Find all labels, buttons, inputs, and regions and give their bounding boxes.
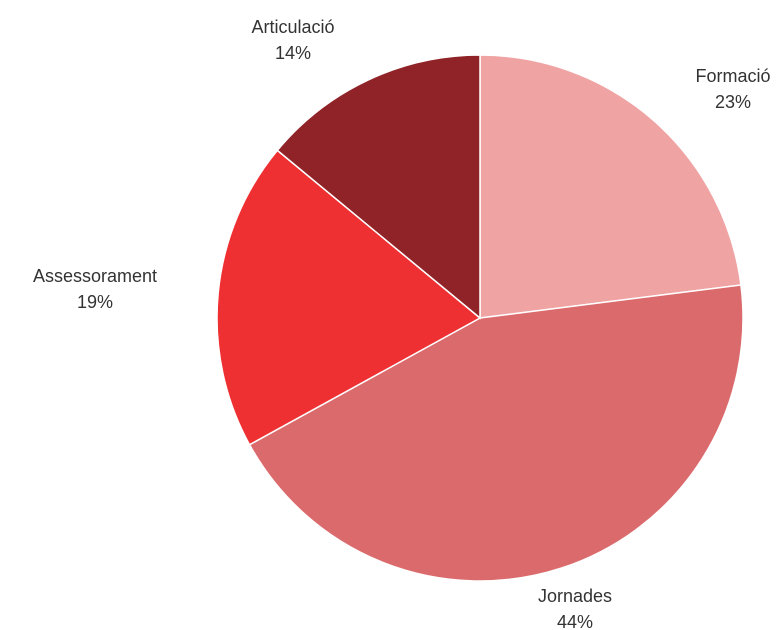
pie-slice-2 — [216, 149, 482, 446]
slice-label-0: Formació — [695, 66, 770, 86]
pie-slice-3 — [276, 54, 481, 320]
slice-label-2: Assessorament — [33, 266, 157, 286]
pie-slices — [216, 54, 744, 582]
pie-labels: Formació 23% Jornades 44% Assessorament 19% Ar… — [33, 17, 771, 630]
slice-value-label-1: 44% — [557, 612, 593, 630]
slice-label-3: Articulació — [251, 17, 334, 37]
pie-slice-1 — [248, 284, 744, 582]
slice-value-label-0: 23% — [715, 92, 751, 112]
slice-value-label-3: 14% — [275, 43, 311, 63]
pie-slice-0 — [479, 54, 742, 319]
slice-value-label-2: 19% — [77, 292, 113, 312]
slice-label-1: Jornades — [538, 586, 612, 606]
